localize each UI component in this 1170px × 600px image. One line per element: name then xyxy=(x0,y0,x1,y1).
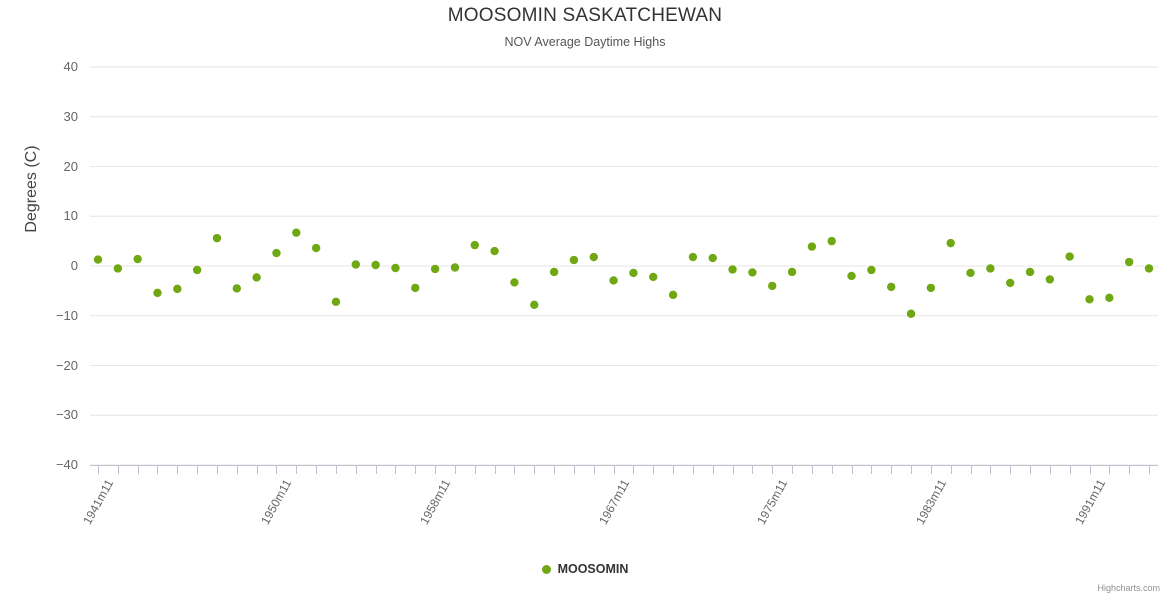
y-tick-label: 0 xyxy=(70,258,78,273)
chart-title: MOOSOMIN SASKATCHEWAN xyxy=(447,5,723,26)
data-point[interactable] xyxy=(430,264,440,274)
data-point[interactable] xyxy=(906,309,916,318)
data-point[interactable] xyxy=(867,265,876,275)
data-point[interactable] xyxy=(212,233,222,243)
data-point[interactable] xyxy=(371,260,380,270)
data-point[interactable] xyxy=(510,278,519,287)
data-point[interactable] xyxy=(272,248,281,258)
data-point[interactable] xyxy=(1045,275,1055,284)
data-point[interactable] xyxy=(946,238,955,248)
data-point[interactable] xyxy=(1105,293,1114,303)
legend-item-label: MOOSOMIN xyxy=(557,562,629,576)
data-point[interactable] xyxy=(926,283,936,293)
data-point[interactable] xyxy=(252,273,261,282)
credits-label: Highcharts.com xyxy=(1097,583,1160,593)
data-point[interactable] xyxy=(708,253,717,263)
data-point[interactable] xyxy=(1124,257,1134,267)
data-point[interactable] xyxy=(589,252,598,262)
data-point[interactable] xyxy=(450,263,460,272)
data-point[interactable] xyxy=(1144,264,1154,273)
data-point[interactable] xyxy=(192,265,202,275)
data-point[interactable] xyxy=(331,297,341,307)
data-point[interactable] xyxy=(807,242,817,251)
data-point[interactable] xyxy=(847,271,856,281)
data-point[interactable] xyxy=(490,246,499,256)
data-point[interactable] xyxy=(470,240,479,250)
y-tick-label: −20 xyxy=(55,357,78,373)
data-point[interactable] xyxy=(391,263,400,273)
data-point[interactable] xyxy=(153,288,162,298)
data-point[interactable] xyxy=(1005,278,1015,288)
data-point[interactable] xyxy=(93,255,103,264)
data-point[interactable] xyxy=(1065,252,1074,261)
y-tick-label: −10 xyxy=(55,307,78,323)
chart-legend: MOOSOMIN xyxy=(0,562,1170,576)
data-point[interactable] xyxy=(986,264,995,273)
chart-subtitle: NOV Average Daytime Highs xyxy=(504,35,666,49)
legend-marker-icon xyxy=(541,565,551,574)
data-point[interactable] xyxy=(668,290,678,300)
y-tick-label: 10 xyxy=(63,208,78,224)
data-point[interactable] xyxy=(549,267,559,277)
data-point[interactable] xyxy=(629,268,638,278)
grid-lines xyxy=(90,66,1158,466)
data-point[interactable] xyxy=(609,276,618,285)
x-axis-ticks xyxy=(98,466,1150,474)
data-point[interactable] xyxy=(1085,295,1094,304)
data-point[interactable] xyxy=(827,236,836,246)
data-point-series[interactable] xyxy=(93,228,1154,318)
data-point[interactable] xyxy=(1025,267,1035,277)
data-point[interactable] xyxy=(530,300,539,310)
y-tick-label: 40 xyxy=(63,59,78,74)
data-point[interactable] xyxy=(768,281,777,291)
data-point[interactable] xyxy=(787,267,797,277)
data-point[interactable] xyxy=(173,284,182,294)
data-point[interactable] xyxy=(688,252,698,262)
data-point[interactable] xyxy=(232,284,242,293)
data-point[interactable] xyxy=(133,254,142,264)
data-point[interactable] xyxy=(569,255,579,265)
y-tick-label: 20 xyxy=(63,158,78,174)
data-point[interactable] xyxy=(649,272,658,282)
data-point[interactable] xyxy=(748,268,757,277)
legend-item-moosomin[interactable]: MOOSOMIN xyxy=(541,562,629,576)
data-point[interactable] xyxy=(113,264,123,273)
y-tick-label: 30 xyxy=(63,108,78,124)
data-point[interactable] xyxy=(887,282,896,292)
data-point[interactable] xyxy=(411,283,420,293)
data-point[interactable] xyxy=(311,243,321,253)
y-tick-label: −30 xyxy=(55,407,78,423)
data-point[interactable] xyxy=(966,268,975,278)
data-point[interactable] xyxy=(351,260,360,269)
data-point[interactable] xyxy=(292,228,301,237)
y-tick-label: −40 xyxy=(55,457,78,472)
data-point[interactable] xyxy=(728,265,737,274)
